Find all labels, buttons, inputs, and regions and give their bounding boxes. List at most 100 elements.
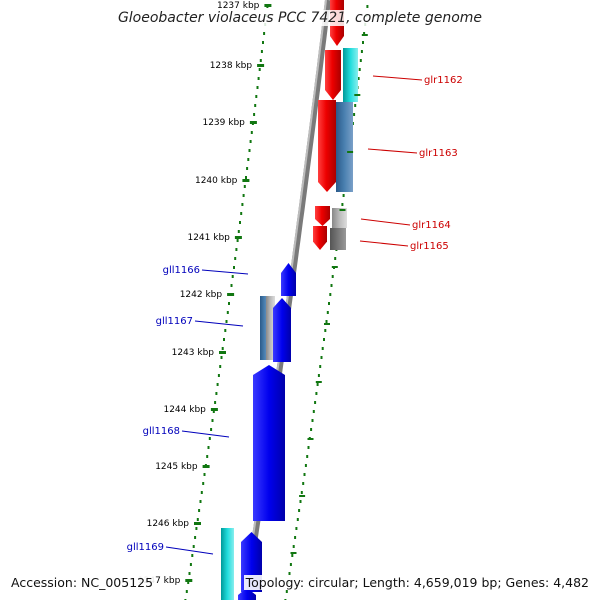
ruler-dot [228,302,230,305]
ruler-dot [319,365,322,368]
ruler-dot [262,41,264,44]
ruler-dot [325,320,328,323]
ruler-dot [330,284,333,287]
ruler-tick-label: 1239 kbp [202,118,245,128]
ruler-dot [246,167,249,170]
ruler-dot [311,419,314,422]
gene-glr1163-arrow [318,100,336,192]
gene-label-glr1163[interactable]: glr1163 [419,148,458,159]
ruler-tick-label: 1241 kbp [187,233,230,243]
ruler-dot [188,572,191,575]
ruler-dot [240,212,243,215]
ruler-dot [354,104,357,107]
ruler-dot [241,203,244,206]
ruler-dot [203,473,206,476]
ruler-dot [191,554,194,557]
gene-label-gll1166[interactable]: gll1166 [163,265,200,276]
ruler-tick-mark [264,4,272,7]
ruler-ticks: 1237 kbp 1238 kbp 1239 kbp 1240 kbp 1241 kbp… [138,1,368,586]
ruler-minor-tick [361,34,368,36]
ruler-dot [215,392,218,395]
gene-gll1168-arrow [253,365,285,521]
ruler-dot [303,473,306,476]
ruler-dot [216,383,219,386]
ruler-dot [320,356,323,359]
map-title: Gloeobacter violaceus PCC 7421, complete… [0,10,600,26]
ruler-dot [226,311,229,314]
ruler-tick-label: 1237 kbp [217,1,260,11]
ruler-tick-mark [210,408,218,411]
ruler-dot [357,77,360,80]
feature-steel-box [260,296,269,360]
gene-label-leader-gll1167 [194,320,244,327]
ruler-dot [362,41,364,44]
ruler-dot [285,590,288,593]
ruler-minor-tick [354,94,361,96]
ruler-dot [360,50,363,53]
gene-label-gll1169[interactable]: gll1169 [127,542,164,553]
ruler-dot [326,311,329,314]
feature-steel-box [336,102,353,192]
ruler-dot [342,194,345,197]
ruler-dot [288,572,291,575]
gene-label-glr1164[interactable]: glr1164 [412,220,451,231]
ruler-dot [234,257,237,260]
ruler-tick-label: 1238 kbp [210,61,253,71]
ruler-minor-tick [347,151,354,153]
ruler-minor-tick [331,266,338,268]
ruler-tick-mark [227,293,235,296]
ruler-dot [315,392,318,395]
ruler-dot [211,419,214,422]
ruler-dot [255,95,258,98]
ruler-tick-mark [219,351,226,354]
ruler-dot [328,302,330,305]
ruler-tick-mark [249,121,257,124]
gene-label-gll1168[interactable]: gll1168 [143,426,180,437]
ruler-dot [256,86,259,89]
ruler-dot [195,527,198,530]
ruler-dot [245,176,247,179]
ruler-dot [207,446,210,449]
gene-glr1162-arrow [325,50,341,100]
feature-dark-box [330,228,346,250]
ruler-dot [331,275,334,278]
ruler-dot [298,509,301,512]
gene-label-glr1162[interactable]: glr1162 [424,75,463,86]
ruler-tick-label: 1247 kbp [138,576,181,586]
ruler-tick-label: 1245 kbp [155,462,198,472]
ruler-dot [359,59,362,62]
ruler-dot [230,284,233,287]
gene-label-leader-glr1164 [360,218,411,226]
ruler-dot [249,140,252,143]
ruler-tick-mark [185,579,193,582]
ruler-dot [295,527,298,530]
ruler-dot [206,455,209,458]
ruler-dot [307,446,310,449]
ruler-dot [219,365,222,368]
ruler-dot [253,113,256,116]
ruler-dot [358,68,361,71]
gene-label-gll1167[interactable]: gll1167 [156,316,193,327]
ruler-dot [300,491,303,494]
ruler-dot [329,293,332,296]
ruler-dot [192,545,195,548]
feature-cyan-box [221,528,234,600]
summary-text: Topology: circular; Length: 4,659,019 bp… [243,575,591,590]
gene-label-glr1165[interactable]: glr1165 [410,241,449,252]
gene-label-leader-gll1168 [181,430,230,438]
ruler-dot [334,257,337,260]
ruler-dot [237,230,240,233]
ruler-dot [242,194,245,197]
ruler-dot [296,518,299,521]
ruler-dot [323,338,325,341]
ruler-dot [294,536,297,539]
feature-cyan-box [343,48,358,102]
gene-gll1167-arrow [273,298,291,362]
ruler-dot [198,509,201,512]
ruler-dot [321,347,324,350]
ruler-dot [199,500,202,503]
gene-gll1166-arrow [281,263,296,296]
ruler-dot [214,401,217,404]
ruler-minor-tick [315,381,322,383]
